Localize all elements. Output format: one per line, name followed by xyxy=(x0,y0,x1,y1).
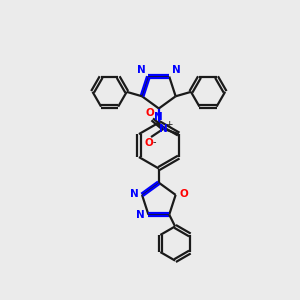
Text: O: O xyxy=(146,108,154,118)
Text: +: + xyxy=(166,120,173,129)
Text: N: N xyxy=(130,189,139,199)
Text: N: N xyxy=(172,65,180,75)
Text: O: O xyxy=(144,138,153,148)
Text: N: N xyxy=(137,65,146,75)
Text: O: O xyxy=(179,189,188,199)
Text: -: - xyxy=(152,137,156,147)
Text: N: N xyxy=(159,124,168,134)
Text: N: N xyxy=(136,210,145,220)
Text: N: N xyxy=(154,112,163,122)
